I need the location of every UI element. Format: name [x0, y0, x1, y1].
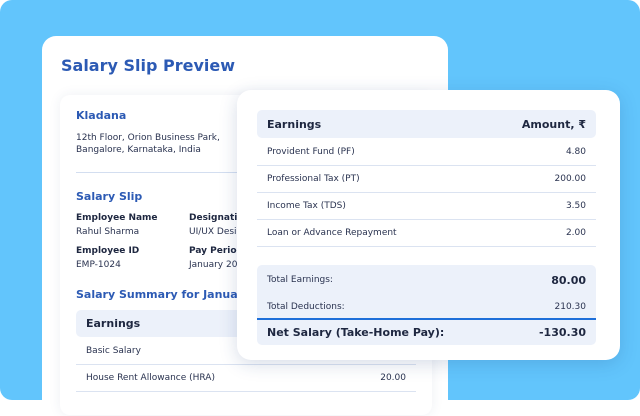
table-row: Basic Salary: [76, 338, 416, 365]
table-row: Income Tax (TDS) 3.50: [257, 193, 596, 220]
earnings-header: Earnings: [267, 117, 322, 131]
net-salary-label: Net Salary (Take-Home Pay):: [267, 326, 445, 339]
company-name: Kladana: [76, 109, 127, 122]
row-label: Income Tax (TDS): [267, 201, 346, 211]
row-amount: 200.00: [554, 174, 587, 184]
table-row: House Rent Allowance (HRA) 20.00: [76, 365, 416, 392]
deductions-card: Earnings Amount, ₹ Provident Fund (PF) 4.8…: [237, 90, 620, 360]
total-deductions-row: Total Deductions: 210.30: [257, 297, 596, 317]
company-address-line2: Bangalore, Karnataka, India: [76, 145, 201, 155]
designation-value: UI/UX Designer: [189, 227, 258, 237]
row-amount: 20.00: [380, 373, 406, 383]
row-amount: 4.80: [565, 147, 586, 157]
row-amount: 3.50: [565, 201, 586, 211]
total-earnings-value: 80.00: [551, 273, 586, 287]
row-amount: 2.00: [565, 228, 586, 238]
table-row: Provident Fund (PF) 4.80: [257, 139, 596, 166]
employee-id-value: EMP-1024: [76, 260, 121, 270]
pay-period-label: Pay Period: [189, 246, 243, 256]
earnings-header: Earnings: [86, 317, 141, 330]
row-label: Basic Salary: [86, 346, 141, 356]
pay-period-value: January 20: [189, 260, 238, 270]
row-label: Provident Fund (PF): [267, 147, 355, 157]
employee-id-label: Employee ID: [76, 246, 140, 256]
row-label: Professional Tax (PT): [267, 174, 360, 184]
company-address-line1: 12th Floor, Orion Business Park,: [76, 133, 220, 143]
total-earnings-row: Total Earnings: 80.00: [257, 270, 596, 290]
row-label: Loan or Advance Repayment: [267, 228, 397, 238]
amount-header: Amount, ₹: [521, 117, 586, 131]
designation-label: Designation: [189, 213, 250, 223]
net-salary-value: -130.30: [538, 326, 586, 339]
total-deductions-value: 210.30: [554, 302, 587, 312]
deductions-table-header: Earnings Amount, ₹: [257, 110, 596, 138]
page-title: Salary Slip Preview: [61, 56, 236, 75]
summary-heading: Salary Summary for January: [76, 288, 251, 301]
table-row: Loan or Advance Repayment 2.00: [257, 220, 596, 247]
table-row: Professional Tax (PT) 200.00: [257, 166, 596, 193]
total-earnings-label: Total Earnings:: [267, 275, 333, 285]
slip-heading: Salary Slip: [76, 190, 143, 203]
employee-name-label: Employee Name: [76, 213, 158, 223]
net-salary-row: Net Salary (Take-Home Pay): -130.30: [257, 318, 596, 345]
total-deductions-label: Total Deductions:: [267, 302, 345, 312]
employee-name-value: Rahul Sharma: [76, 227, 140, 237]
row-label: House Rent Allowance (HRA): [86, 373, 215, 383]
totals-box: Total Earnings: 80.00 Total Deductions: 21…: [257, 265, 596, 345]
